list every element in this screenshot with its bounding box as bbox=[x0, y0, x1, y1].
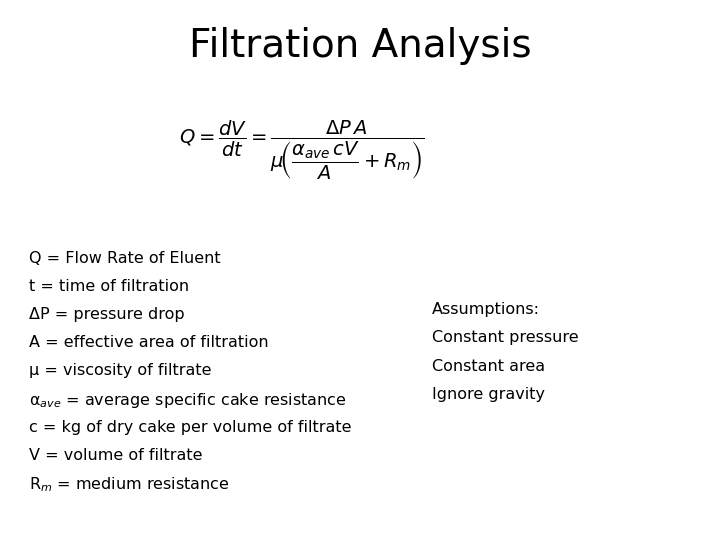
Text: $Q = \dfrac{dV}{dt} = \dfrac{\Delta P\, A}{\mu\!\left(\dfrac{\alpha_{ave}\,cV}{A: $Q = \dfrac{dV}{dt} = \dfrac{\Delta P\, … bbox=[179, 119, 426, 182]
Text: V = volume of filtrate: V = volume of filtrate bbox=[29, 448, 202, 463]
Text: Assumptions:: Assumptions: bbox=[432, 302, 540, 318]
Text: Q = Flow Rate of Eluent: Q = Flow Rate of Eluent bbox=[29, 251, 220, 266]
Text: ΔP = pressure drop: ΔP = pressure drop bbox=[29, 307, 184, 322]
Text: A = effective area of filtration: A = effective area of filtration bbox=[29, 335, 269, 350]
Text: Constant pressure: Constant pressure bbox=[432, 330, 579, 346]
Text: t = time of filtration: t = time of filtration bbox=[29, 279, 189, 294]
Text: α$_{ave}$ = average specific cake resistance: α$_{ave}$ = average specific cake resist… bbox=[29, 392, 346, 410]
Text: Constant area: Constant area bbox=[432, 359, 545, 374]
Text: c = kg of dry cake per volume of filtrate: c = kg of dry cake per volume of filtrat… bbox=[29, 420, 351, 435]
Text: Ignore gravity: Ignore gravity bbox=[432, 387, 545, 402]
Text: μ = viscosity of filtrate: μ = viscosity of filtrate bbox=[29, 363, 211, 379]
Text: Filtration Analysis: Filtration Analysis bbox=[189, 27, 531, 65]
Text: R$_{m}$ = medium resistance: R$_{m}$ = medium resistance bbox=[29, 476, 230, 495]
